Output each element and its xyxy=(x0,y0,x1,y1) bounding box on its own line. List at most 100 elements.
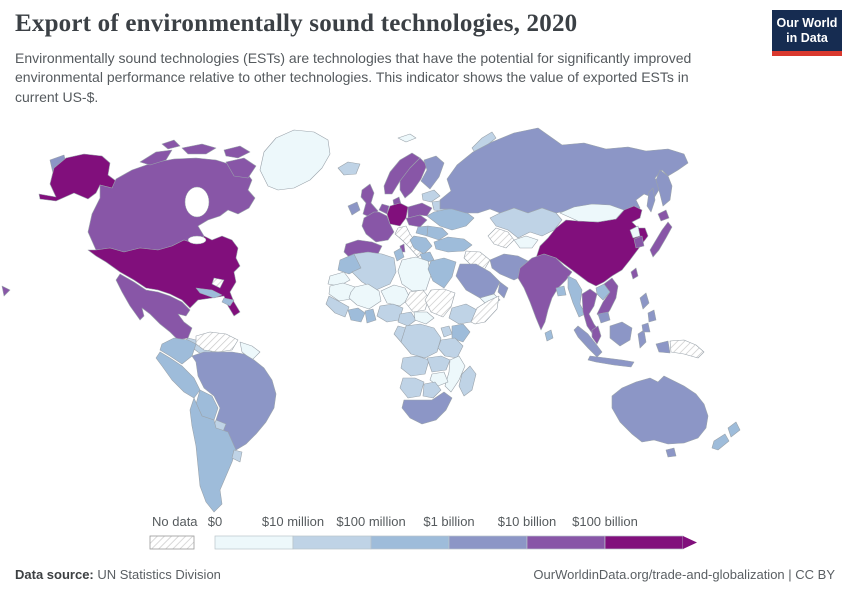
country-central-african-republic[interactable] xyxy=(413,311,435,325)
country-chile-argentina[interactable] xyxy=(189,397,237,513)
country-mali[interactable] xyxy=(348,283,382,310)
country-bangladesh[interactable] xyxy=(555,285,567,297)
country-venezuela[interactable] xyxy=(195,331,239,353)
legend-bin-2[interactable] xyxy=(292,535,372,550)
country-south-korea[interactable] xyxy=(633,235,645,249)
country-tanzania[interactable] xyxy=(437,337,464,359)
country-svalbard[interactable] xyxy=(397,133,417,143)
country-angola[interactable] xyxy=(400,355,430,377)
country-nz-south[interactable] xyxy=(711,433,730,451)
country-laos[interactable] xyxy=(595,283,611,301)
country-canada-island[interactable] xyxy=(223,145,251,159)
country-sulawesi[interactable] xyxy=(637,329,647,349)
country-germany[interactable] xyxy=(386,202,409,227)
country-france[interactable] xyxy=(361,211,395,243)
country-pacific-island[interactable] xyxy=(1,285,11,297)
country-senegal-guinea[interactable] xyxy=(325,295,350,318)
country-canada-island[interactable] xyxy=(139,149,173,166)
country-cuba[interactable] xyxy=(195,287,223,299)
country-bahamas[interactable] xyxy=(211,277,225,289)
country-drc[interactable] xyxy=(400,323,442,359)
country-egypt[interactable] xyxy=(427,257,457,289)
legend-no-data-swatch[interactable] xyxy=(149,535,195,550)
country-turkmenistan[interactable] xyxy=(487,227,515,249)
country-taiwan[interactable] xyxy=(630,267,639,280)
country-mongolia[interactable] xyxy=(559,203,625,223)
legend-bin-5[interactable] xyxy=(526,535,606,550)
country-hungary[interactable] xyxy=(415,225,429,237)
country-ghana[interactable] xyxy=(364,308,377,324)
country-brazil[interactable] xyxy=(191,351,277,451)
legend-bin-3[interactable] xyxy=(370,535,450,550)
country-west-new-guinea[interactable] xyxy=(655,340,671,354)
country-oman[interactable] xyxy=(497,281,509,299)
country-canada-island[interactable] xyxy=(181,143,217,155)
legend-no-data-label: No data xyxy=(152,514,198,529)
country-malaysia[interactable] xyxy=(591,325,602,345)
country-chad[interactable] xyxy=(404,289,430,313)
country-canada[interactable] xyxy=(87,157,256,253)
country-australia[interactable] xyxy=(611,375,709,445)
country-borneo[interactable] xyxy=(609,321,633,347)
data-source-value: UN Statistics Division xyxy=(97,567,221,582)
country-algeria[interactable] xyxy=(351,251,397,291)
country-nz-north[interactable] xyxy=(727,421,741,438)
country-usa[interactable] xyxy=(87,235,241,317)
country-tasmania[interactable] xyxy=(665,447,677,458)
country-philippines[interactable] xyxy=(641,322,651,333)
footer-url-link[interactable]: OurWorldinData.org/trade-and-globalizati… xyxy=(533,567,785,582)
legend-bin-6[interactable] xyxy=(604,535,684,550)
country-baltics[interactable] xyxy=(421,189,441,203)
country-thailand[interactable] xyxy=(581,288,601,337)
country-sri-lanka[interactable] xyxy=(544,329,554,342)
country-hokkaido[interactable] xyxy=(657,209,670,222)
country-romania[interactable] xyxy=(426,225,449,241)
legend-bar xyxy=(149,535,697,550)
country-kazakhstan[interactable] xyxy=(489,207,563,239)
country-south-africa[interactable] xyxy=(401,391,453,425)
country-canada-island[interactable] xyxy=(161,139,181,150)
legend-arrow xyxy=(683,536,697,549)
country-japan[interactable] xyxy=(649,221,673,258)
owid-logo[interactable]: Our World in Data xyxy=(772,10,842,56)
country-namibia[interactable] xyxy=(399,377,425,399)
data-source: Data source: UN Statistics Division xyxy=(15,567,221,582)
country-philippines[interactable] xyxy=(647,309,657,323)
country-tunisia[interactable] xyxy=(393,247,405,262)
country-somalia[interactable] xyxy=(470,295,500,325)
country-hispaniola[interactable] xyxy=(221,297,235,307)
country-turkey[interactable] xyxy=(433,236,473,253)
country-ivory-coast[interactable] xyxy=(347,307,366,323)
country-kenya[interactable] xyxy=(451,323,471,343)
country-cambodia[interactable] xyxy=(597,311,611,324)
country-kamchatka[interactable] xyxy=(655,169,673,207)
country-madagascar[interactable] xyxy=(458,365,477,397)
legend-bin-4[interactable] xyxy=(448,535,528,550)
country-sakhalin[interactable] xyxy=(646,187,656,213)
country-north-korea[interactable] xyxy=(629,225,641,239)
country-ireland[interactable] xyxy=(347,201,361,216)
country-iceland[interactable] xyxy=(337,161,361,176)
country-sudan[interactable] xyxy=(424,288,456,318)
country-uganda[interactable] xyxy=(440,325,453,338)
country-papua-new-guinea[interactable] xyxy=(669,339,705,359)
country-sweden[interactable] xyxy=(399,157,428,199)
country-botswana[interactable] xyxy=(422,381,442,399)
hudson-bay xyxy=(184,186,210,218)
country-guyanas[interactable] xyxy=(239,341,261,361)
country-philippines[interactable] xyxy=(639,292,650,310)
country-greenland[interactable] xyxy=(259,129,331,191)
country-finland[interactable] xyxy=(420,155,445,190)
country-zambia[interactable] xyxy=(426,355,451,373)
country-canada-island[interactable] xyxy=(225,157,257,179)
country-uruguay[interactable] xyxy=(231,449,243,463)
country-libya[interactable] xyxy=(397,256,432,292)
country-cameroon[interactable] xyxy=(397,311,417,327)
country-uzbekistan[interactable] xyxy=(513,235,539,249)
country-china[interactable] xyxy=(535,205,649,287)
legend-bin-1[interactable] xyxy=(214,535,294,550)
country-mozambique[interactable] xyxy=(444,355,466,393)
country-java[interactable] xyxy=(587,355,635,368)
country-india[interactable] xyxy=(517,253,573,331)
country-western-sahara[interactable] xyxy=(327,271,351,287)
